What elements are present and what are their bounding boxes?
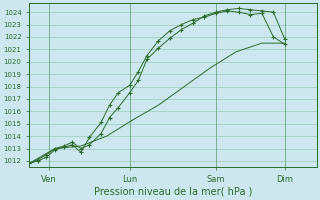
X-axis label: Pression niveau de la mer( hPa ): Pression niveau de la mer( hPa ) <box>94 187 252 197</box>
